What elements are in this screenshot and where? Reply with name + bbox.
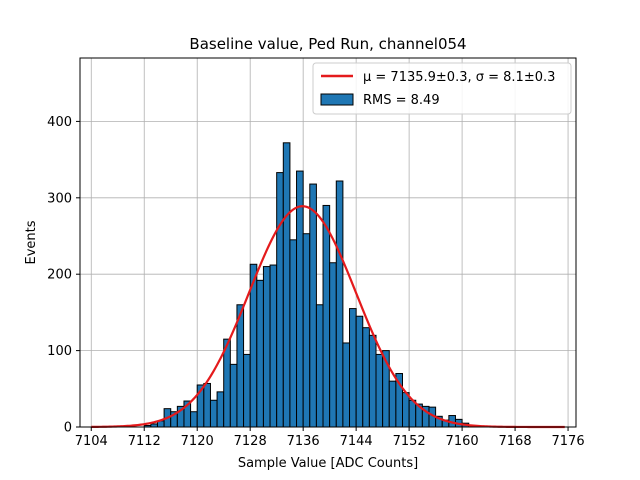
histogram-bar: [289, 239, 298, 428]
histogram-bar: [368, 334, 377, 428]
legend-box: [312, 62, 572, 115]
x-tick-label: 7104: [75, 434, 108, 449]
x-tick-label: 7112: [128, 434, 161, 449]
x-axis-ticks: 7104 7112 7120 7128 7136 7144 7152 7160 7168 7176: [75, 427, 585, 449]
gaussian-fit-curve: [91, 205, 565, 429]
x-tick-label: 7176: [552, 434, 585, 449]
histogram-bar: [349, 308, 357, 428]
histogram-bar: [209, 399, 218, 428]
x-tick-label: 7168: [499, 434, 532, 449]
x-tick-label: 7152: [393, 434, 426, 449]
histogram-bar: [401, 392, 410, 428]
histogram-bar: [269, 264, 278, 428]
legend: μ = 7135.9±0.3, σ = 8.1±0.3 RMS = 8.49: [312, 62, 572, 115]
histogram-bar: [322, 204, 331, 428]
histogram-bar: [236, 304, 245, 428]
histogram-bar: [203, 382, 211, 428]
y-tick-label: 300: [47, 191, 72, 206]
histogram-bar: [190, 411, 198, 428]
x-tick-label: 7144: [340, 434, 373, 449]
histogram-bar: [256, 279, 264, 428]
histogram-bar: [342, 342, 351, 428]
histogram-bar: [375, 353, 384, 428]
y-tick-label: 400: [47, 115, 72, 130]
histogram-bar: [302, 233, 311, 428]
histogram-bar: [309, 183, 317, 428]
x-tick-label: 7128: [234, 434, 267, 449]
x-tick-label: 7136: [287, 434, 320, 449]
legend-histogram-patch-icon: [320, 93, 354, 106]
histogram-bar: [388, 380, 397, 428]
histogram-bar: [329, 262, 337, 428]
histogram-bar: [296, 170, 304, 428]
x-tick-label: 7160: [446, 434, 479, 449]
y-axis-label: Events: [24, 220, 39, 264]
histogram-bar: [229, 363, 238, 428]
histogram-bar: [355, 315, 364, 428]
histogram-bar: [408, 399, 417, 428]
legend-rms-label: RMS = 8.49: [363, 93, 440, 108]
histogram-bar: [335, 180, 344, 428]
histogram-bar: [262, 266, 271, 428]
y-tick-label: 100: [47, 344, 72, 359]
x-tick-label: 7120: [181, 434, 214, 449]
y-tick-label: 0: [64, 421, 72, 436]
y-axis-ticks: 0 100 200 300 400: [47, 115, 80, 436]
plot-frame: [79, 57, 577, 428]
x-axis-label: Sample Value [ADC Counts]: [238, 456, 418, 471]
histogram-bar: [243, 353, 251, 428]
histogram-bar: [315, 304, 324, 428]
legend-fit-label: μ = 7135.9±0.3, σ = 8.1±0.3: [363, 70, 555, 85]
histogram-bar: [362, 327, 370, 428]
chart-title: Baseline value, Ped Run, channel054: [189, 35, 466, 53]
y-tick-label: 200: [47, 268, 72, 283]
histogram-bar: [216, 391, 225, 428]
histogram-bar: [282, 142, 291, 428]
fit-curve-path: [91, 205, 565, 429]
histogram-bar: [276, 172, 284, 428]
